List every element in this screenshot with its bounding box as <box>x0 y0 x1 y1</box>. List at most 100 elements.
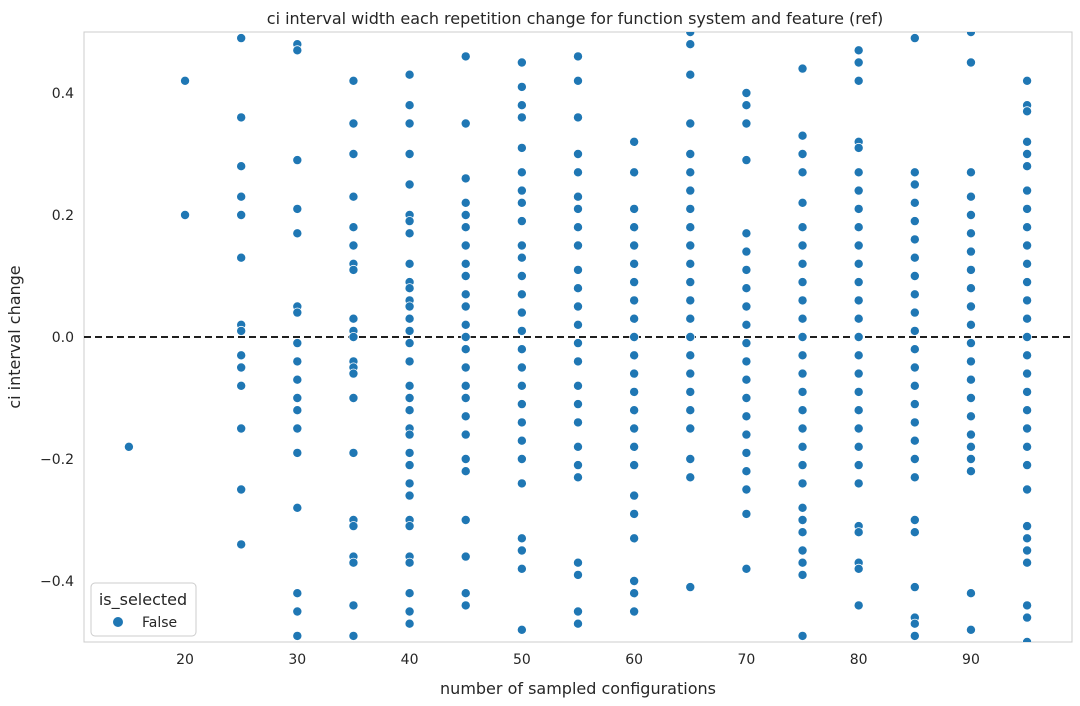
data-point <box>460 411 471 422</box>
data-point <box>1022 185 1033 196</box>
data-point <box>460 173 471 184</box>
data-point <box>573 606 584 617</box>
data-point <box>685 331 696 342</box>
data-point <box>460 270 471 281</box>
data-point <box>853 295 864 306</box>
data-point <box>1022 521 1033 532</box>
data-point <box>348 222 359 233</box>
data-point <box>685 350 696 361</box>
data-point <box>573 557 584 568</box>
y-tick-label: 0.2 <box>52 208 74 224</box>
data-point <box>516 270 527 281</box>
data-point <box>741 508 752 519</box>
data-point <box>573 75 584 86</box>
data-point <box>292 374 303 385</box>
data-point <box>853 75 864 86</box>
data-point <box>516 81 527 92</box>
data-point <box>348 600 359 611</box>
data-point <box>1022 612 1033 623</box>
y-axis-label: ci interval change <box>5 265 24 408</box>
data-point <box>965 191 976 202</box>
chart-title: ci interval width each repetition change… <box>267 9 883 28</box>
data-point <box>685 240 696 251</box>
data-point <box>292 338 303 349</box>
data-point <box>797 441 808 452</box>
data-point <box>516 399 527 410</box>
data-point <box>853 423 864 434</box>
data-point <box>909 453 920 464</box>
data-point <box>573 356 584 367</box>
data-point <box>348 75 359 86</box>
data-point <box>573 203 584 214</box>
data-point <box>797 222 808 233</box>
data-point <box>573 51 584 62</box>
data-point <box>404 557 415 568</box>
data-point <box>516 533 527 544</box>
data-point <box>797 277 808 288</box>
data-point <box>573 417 584 428</box>
data-point <box>460 429 471 440</box>
data-point <box>1022 203 1033 214</box>
data-point <box>629 222 640 233</box>
data-point <box>685 386 696 397</box>
data-point <box>292 203 303 214</box>
x-axis: 20 30 40 50 60 70 80 90 <box>176 652 980 668</box>
data-point <box>292 405 303 416</box>
data-point <box>853 600 864 611</box>
data-point <box>741 319 752 330</box>
data-point <box>236 423 247 434</box>
data-point <box>573 191 584 202</box>
data-point <box>741 484 752 495</box>
data-point <box>516 563 527 574</box>
data-point <box>853 240 864 251</box>
data-point <box>292 155 303 166</box>
data-point <box>965 338 976 349</box>
data-point <box>685 423 696 434</box>
data-point <box>236 33 247 44</box>
data-point <box>909 399 920 410</box>
data-point <box>685 118 696 129</box>
data-point <box>629 331 640 342</box>
data-point <box>797 258 808 269</box>
data-point <box>909 472 920 483</box>
data-point <box>1022 545 1033 556</box>
data-point <box>797 331 808 342</box>
data-point <box>741 411 752 422</box>
data-point <box>404 228 415 239</box>
data-point <box>348 313 359 324</box>
data-point <box>909 380 920 391</box>
data-point <box>685 453 696 464</box>
y-tick-label: 0.4 <box>52 86 74 102</box>
data-point <box>292 502 303 513</box>
data-point <box>292 307 303 318</box>
data-point <box>348 521 359 532</box>
data-point <box>685 32 696 37</box>
data-point <box>404 313 415 324</box>
data-point <box>909 527 920 538</box>
data-point <box>741 88 752 99</box>
data-point <box>685 222 696 233</box>
x-tick-label: 70 <box>737 652 755 668</box>
data-point <box>909 344 920 355</box>
data-point <box>853 350 864 361</box>
data-point <box>516 185 527 196</box>
data-point <box>685 39 696 50</box>
data-point <box>236 362 247 373</box>
data-point <box>236 350 247 361</box>
data-point <box>1022 600 1033 611</box>
data-point <box>516 307 527 318</box>
x-tick-label: 80 <box>850 652 868 668</box>
data-point <box>685 185 696 196</box>
data-point <box>685 277 696 288</box>
data-point <box>853 405 864 416</box>
data-point <box>629 203 640 214</box>
data-point <box>573 222 584 233</box>
legend-entry-label: False <box>142 615 177 631</box>
data-point <box>741 466 752 477</box>
data-point <box>460 380 471 391</box>
data-point <box>909 362 920 373</box>
data-point <box>292 447 303 458</box>
data-point <box>853 142 864 153</box>
data-point <box>1022 161 1033 172</box>
data-point <box>236 539 247 550</box>
